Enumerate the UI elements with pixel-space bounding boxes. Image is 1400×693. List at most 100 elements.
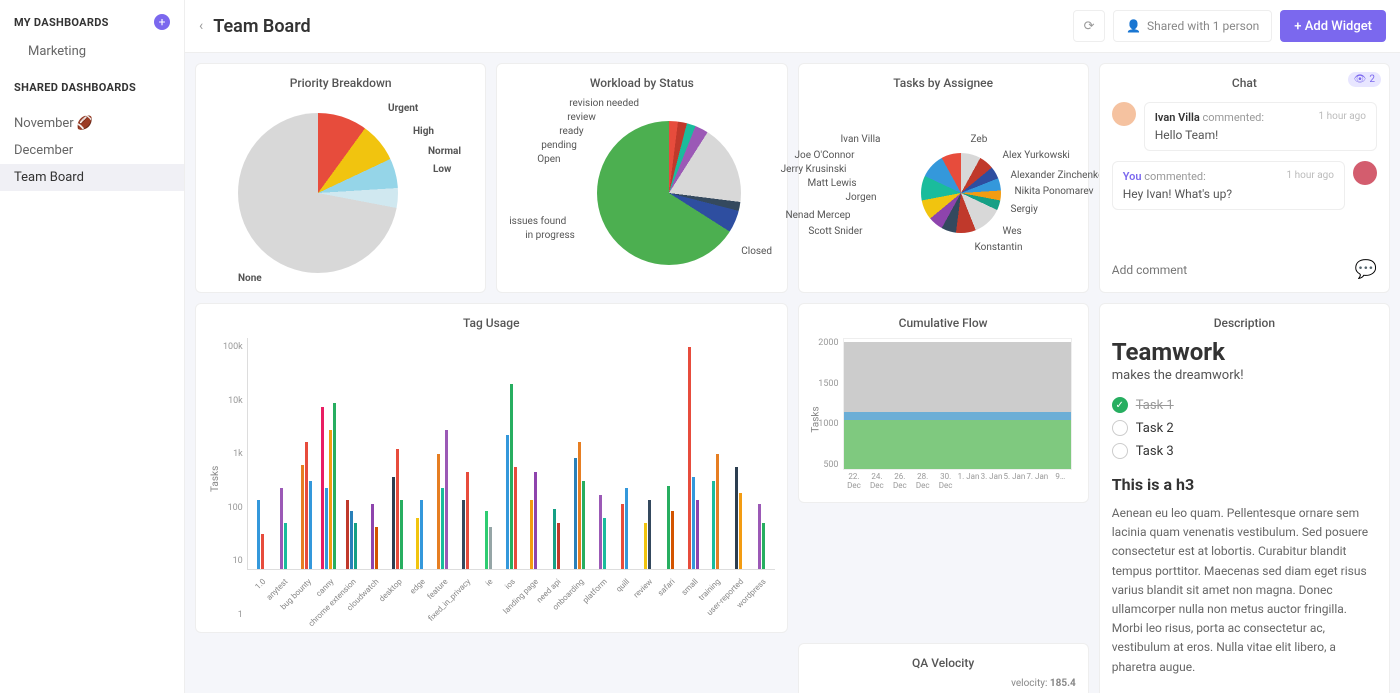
back-icon[interactable]: ‹ [199,18,203,34]
checkbox-icon[interactable] [1112,443,1128,459]
checkbox-icon[interactable]: ✓ [1112,397,1128,413]
bar [437,454,440,570]
bar-group: wordpress [751,338,773,569]
bar [333,403,336,569]
pie-chart [238,113,398,273]
chat-message: Ivan Villa commented:1 hour agoHello Tea… [1112,102,1377,151]
bar [510,384,513,569]
velocity-label: velocity: [1011,678,1047,689]
workload-status-widget: Workload by Status revision neededreview… [496,63,787,293]
tag-usage-widget: Tag Usage Tasks 100k10k1k100101 1.0anyte… [195,303,788,633]
sidebar-item[interactable]: December [0,137,184,164]
pie-label: Open [537,154,560,165]
pie-label: Sergiy [1011,204,1038,215]
pie-label: Konstantin [975,242,1023,253]
bar [321,407,324,569]
pie-label: Alexander Zinchenko [1011,170,1104,181]
my-dashboards-heading: MY DASHBOARDS [14,16,109,29]
pie-label: Closed [741,246,772,257]
bar [346,500,349,569]
avatar [1353,161,1377,185]
bar [603,518,606,569]
bar [557,523,560,569]
pie-label: Jorgen [807,192,877,203]
pie-label: Alex Yurkowski [1003,150,1070,161]
chat-widget: Chat 👁 2 Ivan Villa commented:1 hour ago… [1099,63,1390,293]
add-widget-button[interactable]: + Add Widget [1280,10,1386,42]
bar-group: quill [614,338,636,569]
chat-text: Hello Team! [1155,128,1366,142]
bar [375,527,378,569]
send-icon[interactable]: 💬 [1355,259,1377,280]
widget-title: Cumulative Flow [811,316,1076,330]
bar [578,442,581,569]
task-item[interactable]: ✓Task 1 [1112,397,1377,413]
bar [758,504,761,569]
task-item[interactable]: Task 2 [1112,420,1377,436]
chat-text: Hey Ivan! What's up? [1123,187,1334,201]
chat-input[interactable] [1112,263,1347,277]
bar [667,486,670,569]
bar [648,500,651,569]
x-label: 1.0 [253,577,267,591]
add-dashboard-button[interactable]: + [154,14,170,30]
pie-label: Scott Snider [793,226,863,237]
bar-group: chrome extension [341,338,363,569]
description-heading: Teamwork [1112,338,1377,366]
bar-group: desktop [386,338,408,569]
bar [329,430,332,569]
bar [280,488,283,569]
tasks-assignee-widget: Tasks by Assignee Ivan VillaJoe O'Connor… [798,63,1089,293]
sidebar-item[interactable]: Marketing [14,38,170,65]
bar-group: 1.0 [250,338,272,569]
x-label: ios [504,577,518,591]
bar [625,488,628,569]
bar-group: small [682,338,704,569]
cumulative-flow-widget: Cumulative Flow Tasks 200015001000500 22… [798,303,1089,503]
bar [284,523,287,569]
bar-group: user-reported [728,338,750,569]
task-item[interactable]: Task 3 [1112,443,1377,459]
sidebar-item[interactable]: November 🏈 [0,110,184,137]
sidebar-item[interactable]: Team Board [0,164,184,191]
bar [696,500,699,569]
bar [712,481,715,569]
x-label: desktop [377,577,404,604]
person-icon: 👤 [1126,19,1141,33]
pie-label: Urgent [388,103,418,114]
chat-badge[interactable]: 👁 2 [1348,72,1381,87]
bar [400,500,403,569]
bar-group: canny [318,338,340,569]
bar-group: cloudwatch [364,338,386,569]
bar [466,472,469,569]
pie-label: Low [433,164,451,175]
bar-group: fixed_in_privacy [455,338,477,569]
refresh-icon[interactable]: ⟳ [1073,10,1105,42]
bar [716,454,719,570]
sidebar: MY DASHBOARDS + Marketing SHARED DASHBOA… [0,0,185,693]
pie-label: review [567,112,596,123]
pie-label: pending [541,140,577,151]
priority-breakdown-widget: Priority Breakdown UrgentHighNormalLowNo… [195,63,486,293]
area-layer [844,420,1071,469]
x-label: quill [614,577,631,594]
x-label: safari [656,577,677,598]
bar [574,458,577,569]
chat-author: Ivan Villa [1155,111,1200,124]
pie-label: Ivan Villa [811,134,881,145]
bar-group: review [637,338,659,569]
widget-title: QA Velocity [811,656,1076,670]
chat-message: You commented:1 hour agoHey Ivan! What's… [1112,161,1377,210]
shared-with-button[interactable]: 👤 Shared with 1 person [1113,10,1272,42]
checkbox-icon[interactable] [1112,420,1128,436]
bar [534,472,537,569]
bar-group: feature [432,338,454,569]
bar [671,511,674,569]
eye-icon: 👁 [1354,74,1367,85]
widget-title: Tag Usage [208,316,775,330]
bar [301,465,304,569]
pie-label: Jerry Krusinski [777,164,847,175]
description-subheading: makes the dreamwork! [1112,368,1377,383]
widget-title: Tasks by Assignee [811,76,1076,90]
x-label: review [631,577,654,600]
